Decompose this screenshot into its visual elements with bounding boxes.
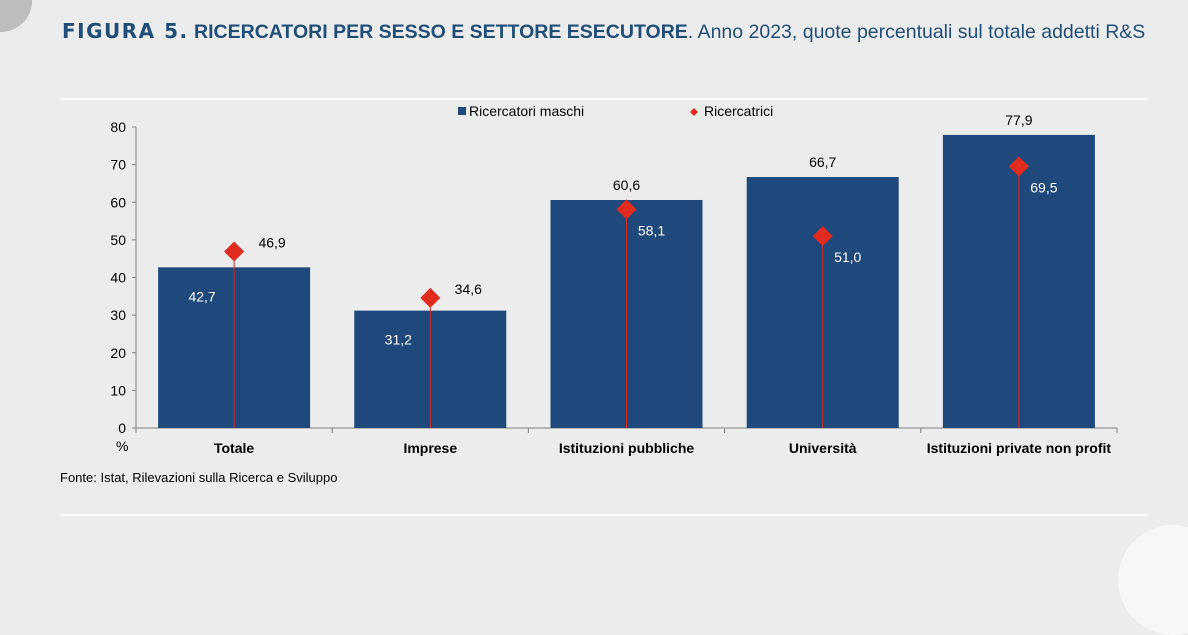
bar-value-label: 77,9: [1005, 112, 1032, 128]
x-tick-label: Istituzioni pubbliche: [559, 440, 695, 456]
x-tick-label: Istituzioni private non profit: [927, 440, 1112, 456]
figure-title: RICERCATORI PER SESSO E SETTORE ESECUTOR…: [194, 21, 688, 43]
bar-value-label: 60,6: [613, 177, 640, 193]
x-tick-label: Totale: [214, 440, 254, 456]
x-tick-label: Università: [789, 440, 857, 456]
y-tick-label: 0: [118, 420, 126, 436]
y-tick-label: 60: [110, 194, 126, 210]
marker: [812, 226, 833, 247]
legend-swatch-bar: [458, 107, 466, 115]
bottom-divider: [60, 514, 1148, 516]
marker-value-label: 58,1: [638, 222, 665, 238]
marker-value-label: 51,0: [834, 249, 861, 265]
y-tick-label: 80: [110, 119, 126, 135]
marker-value-label: 34,6: [455, 281, 482, 297]
bar-value-label: 31,2: [385, 332, 412, 348]
marker: [616, 199, 637, 220]
y-tick-label: 70: [110, 157, 126, 173]
marker: [420, 287, 441, 308]
legend-swatch-marker: [690, 108, 698, 116]
y-axis-unit: %: [116, 438, 128, 454]
bar-chart: Ricercatori maschi Ricercatrici 0 10 20 30 40 5…: [110, 103, 1118, 456]
marker: [224, 241, 245, 262]
chart-area: Ricercatori maschi Ricercatrici 0 10 20 30 40 5…: [60, 100, 1150, 470]
figure-number: FIGURA 5.: [62, 19, 189, 43]
marker-value-label: 46,9: [258, 235, 285, 251]
marker-value-label: 69,5: [1030, 180, 1057, 196]
corner-decoration: [1118, 525, 1188, 635]
bar-value-label: 42,7: [188, 288, 215, 304]
source-note: Fonte: Istat, Rilevazioni sulla Ricerca …: [60, 470, 338, 485]
figure-heading: FIGURA 5. RICERCATORI PER SESSO E SETTOR…: [62, 18, 1152, 46]
legend-label: Ricercatrici: [704, 103, 773, 119]
top-divider: [60, 98, 1148, 100]
y-tick-label: 40: [110, 270, 126, 286]
bar-value-label: 66,7: [809, 154, 836, 170]
y-tick-label: 50: [110, 232, 126, 248]
y-tick-label: 30: [110, 307, 126, 323]
x-tick-label: Imprese: [403, 440, 457, 456]
corner-decoration: [0, 0, 32, 32]
figure-subtitle: . Anno 2023, quote percentuali sul total…: [687, 21, 1146, 43]
legend-label: Ricercatori maschi: [469, 103, 584, 119]
marker: [1008, 156, 1029, 177]
y-tick-label: 10: [110, 382, 126, 398]
y-tick-label: 20: [110, 345, 126, 361]
